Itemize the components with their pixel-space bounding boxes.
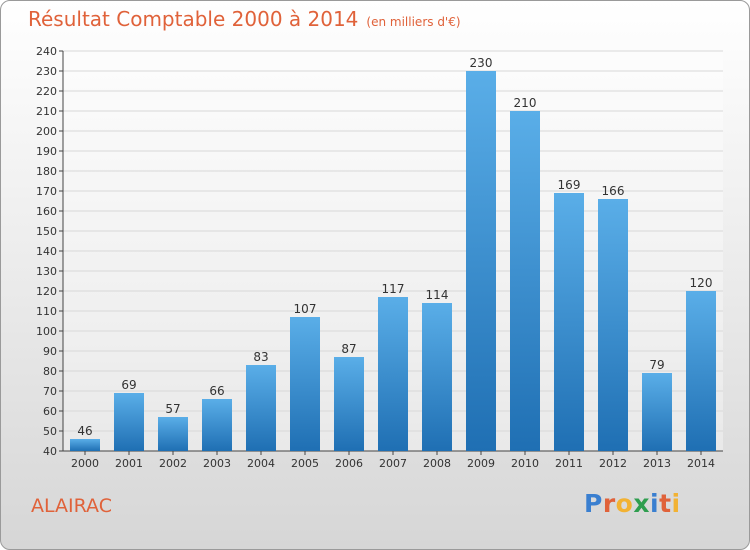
bar-value-label: 114 (426, 288, 449, 302)
chart-title: Résultat Comptable 2000 à 2014 (en millie… (28, 7, 461, 31)
x-tick-label: 2005 (291, 457, 319, 470)
bar (202, 399, 232, 451)
bar-value-label: 57 (165, 402, 180, 416)
bar (158, 417, 188, 451)
proxiti-logo: Proxiti (584, 489, 681, 518)
y-tick-label: 80 (43, 365, 57, 378)
bar-chart: 40 50 60 70 80 90 100 110 120 130 140 150 160 170 180 1… (36, 45, 723, 470)
x-tick-label: 2013 (643, 457, 671, 470)
y-tick-label: 110 (36, 305, 57, 318)
y-tick-label: 170 (36, 185, 57, 198)
bar (422, 303, 452, 451)
y-tick-label: 50 (43, 425, 57, 438)
logo-letter: i (671, 489, 681, 518)
logo-letter: r (602, 489, 616, 518)
x-tick-label: 2004 (247, 457, 275, 470)
bar (378, 297, 408, 451)
bar-value-label: 117 (382, 282, 405, 296)
logo-letter: x (633, 489, 650, 518)
x-tick-label: 2008 (423, 457, 451, 470)
bar-value-label: 66 (209, 384, 224, 398)
y-tick-label: 140 (36, 245, 57, 258)
x-tick-label: 2000 (71, 457, 99, 470)
y-tick-label: 190 (36, 145, 57, 158)
x-tick-label: 2001 (115, 457, 143, 470)
y-tick-label: 60 (43, 405, 57, 418)
logo-letter: i (650, 489, 660, 518)
x-tick-label: 2010 (511, 457, 539, 470)
bar (290, 317, 320, 451)
logo-letter: t (659, 489, 672, 518)
bar (642, 373, 672, 451)
logo-letter: P (584, 489, 603, 518)
x-tick-label: 2011 (555, 457, 583, 470)
y-tick-label: 130 (36, 265, 57, 278)
bar-value-label: 46 (77, 424, 92, 438)
bar (598, 199, 628, 451)
y-tick-label: 220 (36, 85, 57, 98)
y-tick-label: 100 (36, 325, 57, 338)
x-tick-label: 2002 (159, 457, 187, 470)
y-tick-label: 40 (43, 445, 57, 458)
x-tick-label: 2003 (203, 457, 231, 470)
bar (246, 365, 276, 451)
logo-letter: o (615, 489, 634, 518)
y-tick-label: 90 (43, 345, 57, 358)
y-tick-label: 200 (36, 125, 57, 138)
bar (114, 393, 144, 451)
y-tick-label: 120 (36, 285, 57, 298)
title-text: Résultat Comptable 2000 à 2014 (28, 7, 359, 31)
y-tick-label: 210 (36, 105, 57, 118)
bar-value-label: 120 (690, 276, 713, 290)
bar-value-label: 169 (558, 178, 581, 192)
y-tick-label: 230 (36, 65, 57, 78)
y-tick-label: 70 (43, 385, 57, 398)
x-tick-label: 2012 (599, 457, 627, 470)
x-tick-label: 2009 (467, 457, 495, 470)
x-tick-label: 2007 (379, 457, 407, 470)
bar-value-label: 83 (253, 350, 268, 364)
bar (554, 193, 584, 451)
bar-value-label: 87 (341, 342, 356, 356)
x-tick-label: 2006 (335, 457, 363, 470)
bar-value-label: 210 (514, 96, 537, 110)
bar-value-label: 69 (121, 378, 136, 392)
commune-name: ALAIRAC (31, 495, 112, 517)
bar (466, 71, 496, 451)
chart-subtitle: (en milliers d'€) (366, 15, 461, 29)
bar (334, 357, 364, 451)
y-tick-label: 150 (36, 225, 57, 238)
bar-value-label: 79 (649, 358, 664, 372)
y-tick-label: 160 (36, 205, 57, 218)
y-tick-label: 180 (36, 165, 57, 178)
bar (510, 111, 540, 451)
x-tick-label: 2014 (687, 457, 715, 470)
bar (70, 439, 100, 451)
bar (686, 291, 716, 451)
y-tick-label: 240 (36, 45, 57, 58)
bar-value-label: 166 (602, 184, 625, 198)
bar-value-label: 230 (470, 56, 493, 70)
bar-value-label: 107 (294, 302, 317, 316)
